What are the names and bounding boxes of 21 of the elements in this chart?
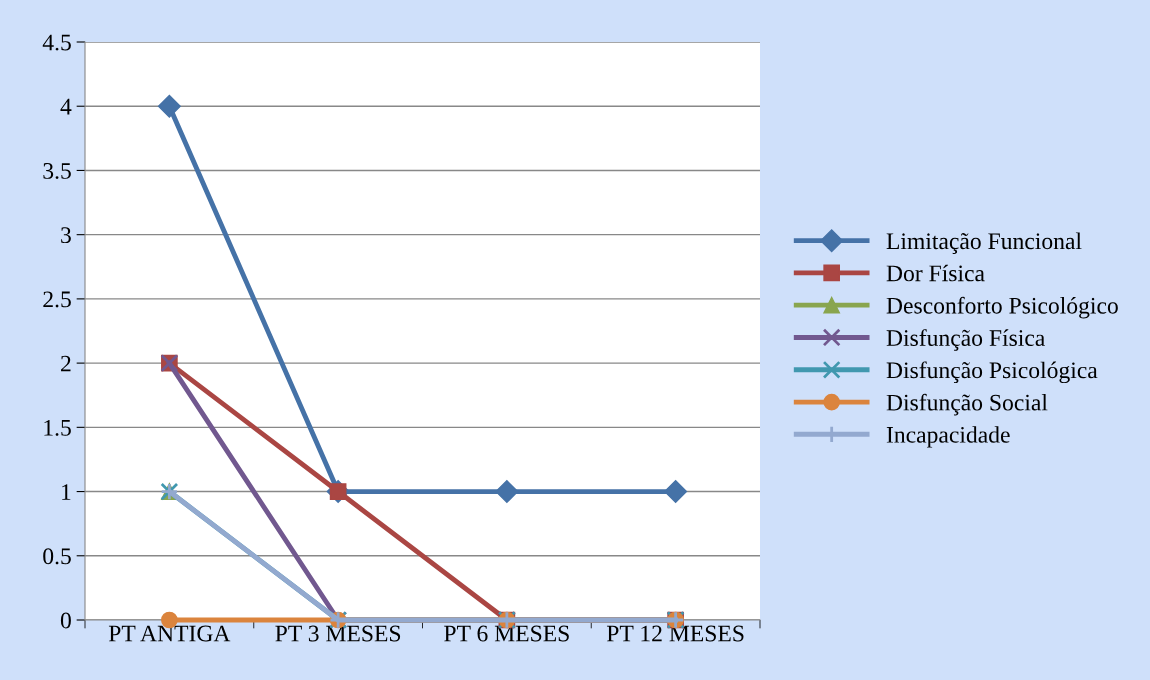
y-tick-label: 4.5 [42,34,71,51]
legend-label: Incapacidade [886,426,1010,448]
legend-label: Disfunção Psicológica [886,361,1098,384]
x-tick-label: PT 6 MESES [444,625,569,642]
y-tick-label: 2.5 [43,291,71,308]
y-tick-label: 2 [61,355,71,372]
y-tick-label: 1 [62,484,71,500]
y-tick-label: 3 [61,227,71,244]
y-tick-label: 4 [60,98,72,115]
legend-label: Desconforto Psicológico [886,296,1118,319]
y-tick-label: 1.5 [44,419,71,436]
legend-label: Dor Física [886,264,985,282]
x-tick-label: PT ANTIGA [108,625,231,642]
legend-label: Disfunção Física [886,329,1045,351]
x-tick-label: PT 12 MESES [606,625,744,642]
x-tick-label: PT 3 MESES [275,625,401,642]
y-tick-label: 3.5 [43,163,71,179]
legend-label: Limitação Funcional [886,232,1082,254]
y-tick-label: 0.5 [43,548,71,565]
y-tick-label: 0 [60,612,71,629]
legend-label: Disfunção Social [886,393,1048,416]
